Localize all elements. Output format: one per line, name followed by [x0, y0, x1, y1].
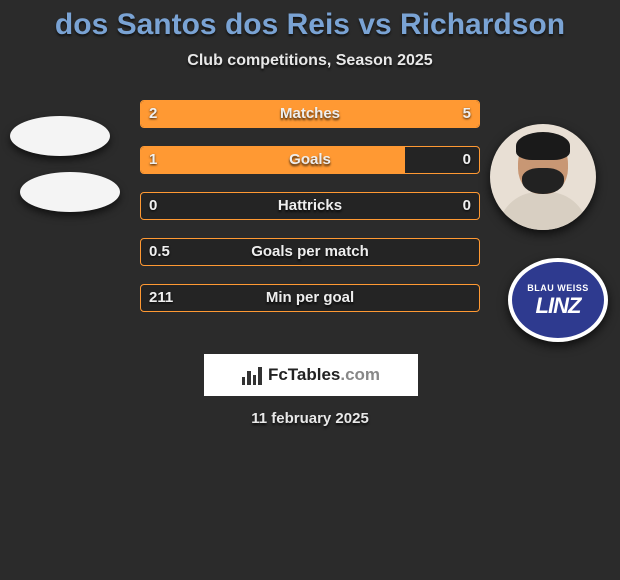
bar-chart-icon: [242, 365, 262, 385]
page-title: dos Santos dos Reis vs Richardson: [0, 0, 620, 42]
stat-label: Matches: [141, 101, 479, 127]
stat-row-min-per-goal: 211 Min per goal: [140, 284, 480, 312]
stat-label: Goals per match: [141, 239, 479, 265]
stat-label: Goals: [141, 147, 479, 173]
ellipse-icon: [20, 172, 120, 212]
value-right: 0: [463, 193, 471, 219]
stat-label: Hattricks: [141, 193, 479, 219]
stat-row-matches: 2 Matches 5: [140, 100, 480, 128]
stat-row-goals: 1 Goals 0: [140, 146, 480, 174]
site-attribution: FcTables.com: [204, 354, 418, 396]
bars-column: 2 Matches 5 1 Goals 0 0 Hattricks 0 0.5 …: [140, 100, 480, 330]
club-badge-line2: LINZ: [536, 295, 581, 317]
club-badge-line1: BLAU WEISS: [527, 284, 589, 293]
date-label: 11 february 2025: [0, 410, 620, 427]
player2-avatar: [490, 124, 596, 230]
player2-club-badge: BLAU WEISS LINZ: [508, 258, 608, 342]
ellipse-icon: [10, 116, 110, 156]
site-name: FcTables.com: [268, 365, 380, 385]
value-right: 5: [463, 101, 471, 127]
site-name-main: FcTables: [268, 365, 340, 384]
stat-row-goals-per-match: 0.5 Goals per match: [140, 238, 480, 266]
player1-avatar-placeholder-1: [10, 116, 110, 156]
player-face-icon: [490, 124, 596, 230]
value-right: 0: [463, 147, 471, 173]
stat-label: Min per goal: [141, 285, 479, 311]
site-name-suffix: .com: [340, 365, 380, 384]
subtitle: Club competitions, Season 2025: [0, 52, 620, 70]
stat-row-hattricks: 0 Hattricks 0: [140, 192, 480, 220]
player1-avatar-placeholder-2: [20, 172, 120, 212]
